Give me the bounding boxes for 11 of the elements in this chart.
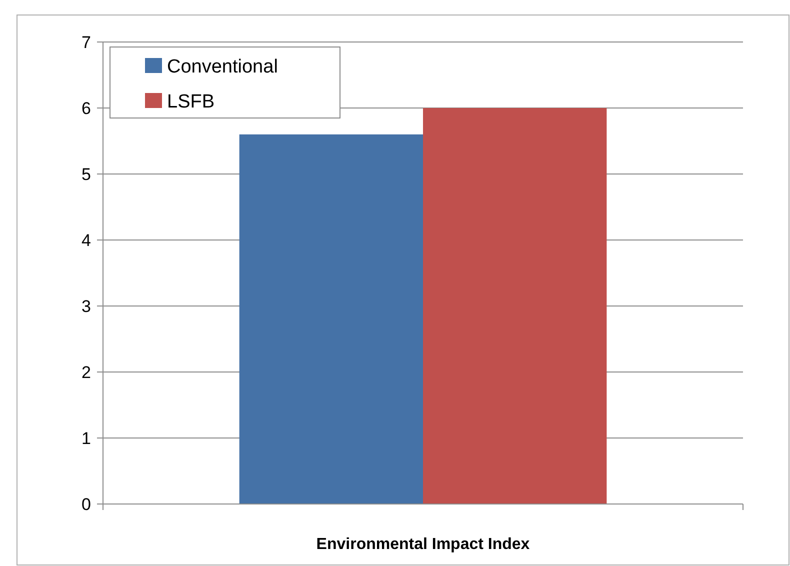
y-tick-label: 0 xyxy=(82,494,91,514)
legend-label: Conventional xyxy=(167,56,278,78)
legend-label: LSFB xyxy=(167,92,215,113)
y-tick-label: 1 xyxy=(82,428,91,448)
y-tick-label: 7 xyxy=(82,32,91,52)
y-tick-label: 5 xyxy=(82,164,91,184)
y-tick-label: 3 xyxy=(82,296,91,316)
x-axis-title: Environmental Impact Index xyxy=(316,536,530,553)
y-tick-label: 2 xyxy=(82,362,91,382)
y-tick-label: 4 xyxy=(82,230,91,250)
y-tick-label: 6 xyxy=(82,98,91,118)
